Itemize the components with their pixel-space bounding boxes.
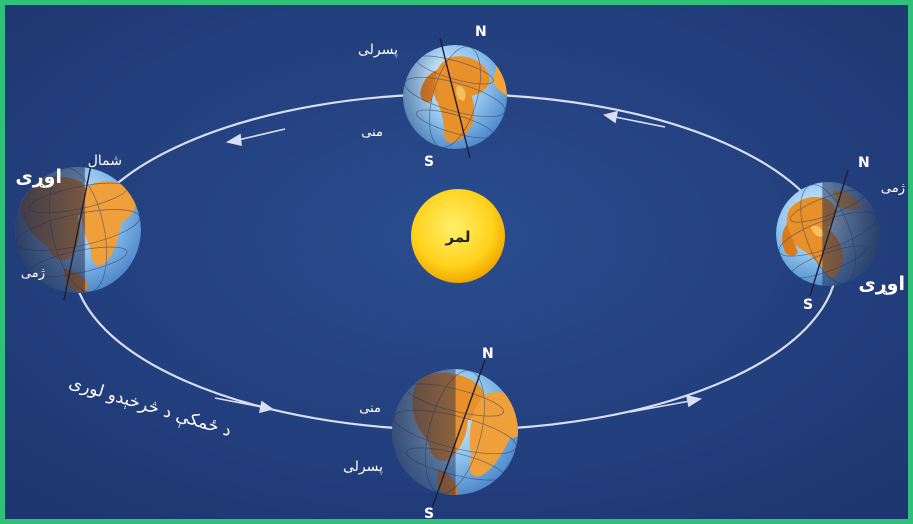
- earth-right-upper-label: ژمی: [881, 181, 905, 196]
- earth-bottom: N S منی پسرلی: [343, 346, 518, 522]
- sun-label: لمر: [444, 228, 470, 246]
- earth-right-south-label: S: [803, 297, 813, 313]
- arrow-top-right: [603, 110, 666, 128]
- earth-top-season-lower: منی: [361, 125, 383, 140]
- earth-left-upper-label: شمال: [88, 153, 122, 169]
- earth-bottom-season-lower: پسرلی: [343, 459, 383, 475]
- arrow-top-left: [225, 128, 286, 147]
- earth-right-axis: [809, 169, 849, 297]
- earth-top: N S پسرلی منی: [358, 24, 507, 170]
- earth-bottom-axis: [431, 359, 486, 509]
- earth-bottom-north-label: N: [482, 346, 494, 362]
- earth-left-axis: [63, 159, 93, 301]
- earth-right-season-label: اوړی: [858, 273, 905, 295]
- earth-top-axis: [439, 37, 471, 159]
- earth-top-south-label: S: [424, 154, 434, 170]
- earth-bottom-south-label: S: [424, 506, 434, 522]
- sun: لمر: [411, 189, 505, 283]
- arrow-bottom-right: [629, 394, 703, 413]
- earth-right: N S ژمی اوړی: [776, 155, 905, 313]
- earth-left-season-label: اوړی: [15, 166, 62, 188]
- earth-right-north-label: N: [858, 155, 870, 171]
- earth-left: اوړی شمال ژمی: [15, 153, 141, 301]
- earth-left-lower-label: ژمی: [21, 266, 45, 281]
- orbit-direction-arrows: [214, 110, 703, 414]
- earth-top-north-label: N: [475, 24, 487, 40]
- earth-top-season-upper: پسرلی: [358, 42, 398, 58]
- earth-bottom-season-upper: منی: [359, 401, 381, 416]
- arrow-bottom-left: [214, 397, 274, 414]
